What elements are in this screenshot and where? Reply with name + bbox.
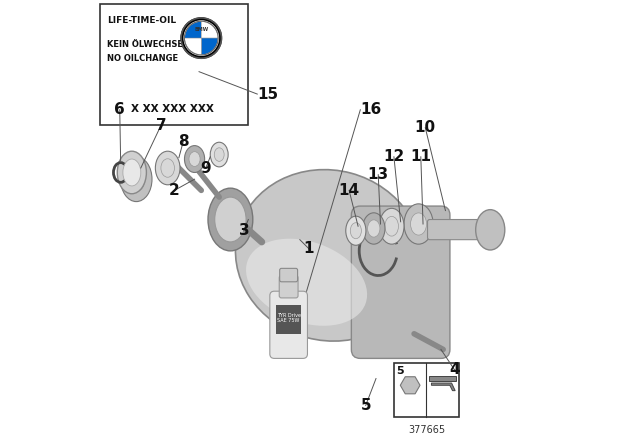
Text: 16: 16: [360, 102, 381, 117]
Circle shape: [181, 18, 221, 58]
Text: 8: 8: [178, 134, 189, 149]
Ellipse shape: [123, 159, 141, 186]
Text: 4: 4: [449, 362, 460, 377]
Text: X XX XXX XXX: X XX XXX XXX: [131, 104, 214, 114]
FancyBboxPatch shape: [100, 4, 248, 125]
Ellipse shape: [367, 220, 380, 237]
Text: KEIN ÖLWECHSEL: KEIN ÖLWECHSEL: [108, 40, 188, 49]
Text: 10: 10: [415, 120, 436, 135]
FancyBboxPatch shape: [270, 291, 307, 358]
Ellipse shape: [346, 216, 366, 246]
FancyBboxPatch shape: [428, 220, 490, 240]
Ellipse shape: [184, 146, 205, 172]
Text: 15: 15: [257, 86, 278, 102]
Text: TYR Drive
SAE 75W: TYR Drive SAE 75W: [276, 313, 301, 323]
FancyBboxPatch shape: [394, 363, 459, 417]
Ellipse shape: [208, 188, 253, 251]
Text: 5: 5: [396, 366, 404, 376]
Ellipse shape: [476, 210, 505, 250]
FancyBboxPatch shape: [276, 305, 301, 334]
Ellipse shape: [362, 213, 385, 244]
Text: 7: 7: [156, 118, 166, 133]
Circle shape: [184, 21, 218, 55]
Text: BMW: BMW: [194, 26, 209, 31]
Wedge shape: [185, 38, 202, 55]
Text: 13: 13: [367, 167, 389, 182]
Ellipse shape: [156, 151, 180, 185]
FancyBboxPatch shape: [351, 206, 450, 358]
Text: 14: 14: [339, 183, 360, 198]
Ellipse shape: [410, 213, 427, 235]
FancyBboxPatch shape: [280, 268, 298, 282]
Ellipse shape: [128, 167, 145, 192]
Wedge shape: [202, 38, 218, 55]
FancyBboxPatch shape: [279, 276, 298, 298]
Ellipse shape: [214, 148, 224, 161]
Text: 5: 5: [360, 398, 371, 413]
Polygon shape: [431, 383, 455, 391]
Ellipse shape: [350, 223, 362, 239]
Wedge shape: [202, 22, 218, 38]
Text: 6: 6: [115, 102, 125, 117]
Text: 377665: 377665: [408, 425, 445, 435]
Text: 3: 3: [239, 223, 249, 238]
Ellipse shape: [211, 142, 228, 167]
Text: 11: 11: [410, 149, 431, 164]
Ellipse shape: [161, 159, 175, 177]
Text: 1: 1: [303, 241, 314, 256]
Text: 2: 2: [169, 183, 180, 198]
Ellipse shape: [404, 204, 433, 244]
Text: 9: 9: [200, 160, 211, 176]
Ellipse shape: [246, 239, 367, 326]
Ellipse shape: [189, 151, 200, 166]
Text: LIFE-TIME-OIL: LIFE-TIME-OIL: [108, 16, 177, 25]
Wedge shape: [185, 22, 202, 38]
Ellipse shape: [236, 170, 422, 341]
Polygon shape: [429, 376, 456, 381]
Ellipse shape: [117, 151, 147, 194]
Ellipse shape: [120, 157, 152, 202]
Text: 12: 12: [383, 149, 404, 164]
Ellipse shape: [215, 197, 246, 242]
Ellipse shape: [385, 216, 399, 236]
Text: NO OILCHANGE: NO OILCHANGE: [108, 54, 179, 63]
Ellipse shape: [380, 208, 404, 244]
